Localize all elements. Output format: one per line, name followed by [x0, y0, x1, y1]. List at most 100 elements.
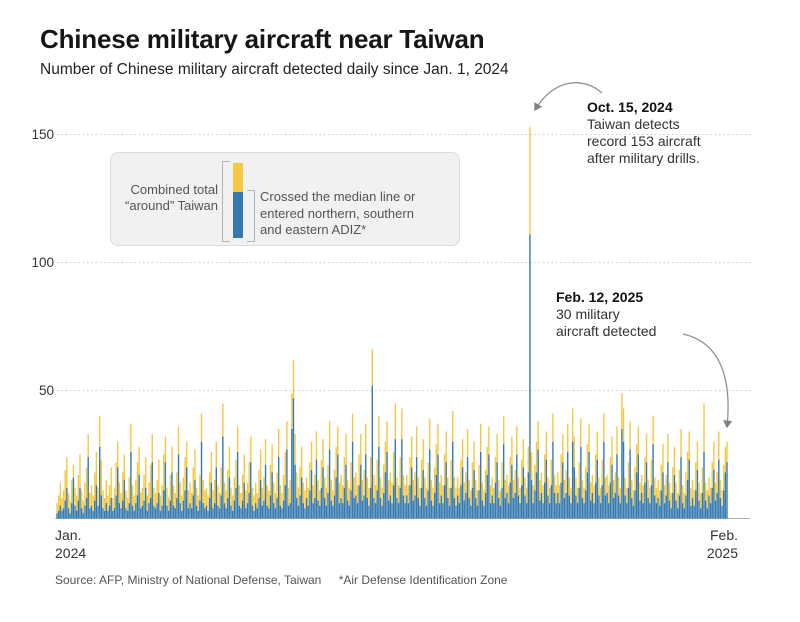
bar-crossed-segment — [545, 459, 548, 519]
bar-crossed-segment — [647, 498, 649, 519]
bar-crossed-segment — [128, 503, 130, 519]
bar-crossed-segment — [300, 477, 303, 519]
bar-total-segment — [62, 490, 65, 509]
bar-crossed-segment — [483, 505, 485, 519]
bar-crossed-segment — [80, 508, 83, 519]
bar-crossed-segment — [540, 492, 543, 519]
bar-total-segment — [540, 472, 543, 493]
bar-total-segment — [401, 408, 403, 440]
bar-total-segment — [562, 434, 564, 463]
bar-crossed-segment — [632, 505, 635, 519]
bar-total-segment — [187, 490, 190, 509]
bar-total-segment — [89, 492, 91, 509]
bar-crossed-segment — [100, 495, 103, 519]
bar-crossed-segment — [289, 503, 291, 519]
bar-crossed-segment — [586, 472, 589, 519]
bar-crossed-segment — [473, 469, 475, 519]
bar-crossed-segment — [611, 464, 613, 519]
bar-crossed-segment — [494, 482, 497, 519]
bar-total-segment — [690, 487, 692, 506]
source-text: Source: AFP, Ministry of National Defens… — [55, 573, 322, 587]
bar-crossed-segment — [422, 469, 424, 519]
bar-crossed-segment — [61, 510, 63, 519]
bar-total-segment — [458, 487, 461, 504]
bar-total-segment — [169, 474, 172, 501]
bar-crossed-segment — [463, 500, 465, 519]
bar-crossed-segment — [338, 503, 341, 519]
bar-crossed-segment — [542, 503, 544, 519]
bar-crossed-segment — [369, 487, 372, 519]
bar-total-segment — [672, 467, 674, 493]
x-start-line1: Jan. — [55, 527, 82, 543]
bar-crossed-segment — [328, 449, 331, 519]
bar-total-segment — [567, 423, 569, 452]
bar-total-segment — [205, 487, 208, 506]
bar-crossed-segment — [658, 505, 661, 519]
bar-crossed-segment — [575, 495, 577, 519]
bar-crossed-segment — [250, 462, 252, 519]
bar-total-segment — [688, 431, 690, 460]
bar-total-segment — [57, 495, 60, 511]
bar-crossed-segment — [332, 505, 334, 519]
bar-crossed-segment — [335, 477, 337, 519]
bar-total-segment — [563, 480, 566, 499]
bar-total-segment — [115, 462, 117, 496]
bar-total-segment — [612, 480, 615, 499]
bar-total-segment — [202, 480, 204, 504]
page-subtitle: Number of Chinese military aircraft dete… — [40, 61, 509, 78]
annotation-oct-line3: after military drills. — [587, 150, 700, 166]
bar-total-segment — [617, 477, 620, 496]
bar-crossed-segment — [429, 449, 431, 519]
bar-total-segment — [92, 495, 94, 511]
bar-total-segment — [319, 490, 321, 506]
bar-total-segment — [553, 474, 556, 493]
bar-crossed-segment — [534, 490, 536, 519]
bar-crossed-segment — [320, 487, 323, 519]
bar-crossed-segment — [186, 467, 188, 519]
bar-series — [56, 126, 728, 519]
bar-total-segment — [250, 436, 252, 463]
bar-crossed-segment — [493, 503, 495, 519]
bar-total-segment — [120, 492, 122, 509]
bar-total-segment — [683, 492, 685, 509]
bar-total-segment — [128, 477, 130, 504]
bar-total-segment — [144, 457, 147, 488]
bar-crossed-segment — [450, 487, 452, 519]
bar-crossed-segment — [396, 498, 398, 519]
bar-crossed-segment — [115, 495, 117, 519]
bar-total-segment — [97, 487, 99, 506]
bar-total-segment — [215, 441, 217, 468]
bar-total-segment — [509, 457, 511, 483]
bar-total-segment — [494, 457, 497, 483]
bar-crossed-segment — [184, 490, 186, 519]
bar-crossed-segment — [527, 472, 529, 519]
bar-total-segment — [525, 487, 528, 504]
bar-crossed-segment — [635, 472, 638, 519]
bar-total-segment — [427, 462, 429, 491]
bar-total-segment — [317, 480, 319, 501]
bar-total-segment — [345, 434, 347, 465]
bar-crossed-segment — [552, 441, 554, 519]
bar-total-segment — [151, 434, 153, 463]
bar-crossed-segment — [350, 490, 352, 519]
bar-total-segment — [696, 441, 699, 470]
bar-total-segment — [425, 487, 428, 506]
bar-total-segment — [158, 459, 160, 493]
bar-crossed-segment — [521, 485, 523, 519]
bar-crossed-segment — [512, 498, 515, 519]
bar-total-segment — [539, 480, 541, 501]
bar-total-segment — [394, 403, 396, 440]
bar-crossed-segment — [417, 498, 419, 519]
bar-crossed-segment — [714, 500, 717, 519]
bar-total-segment — [366, 477, 369, 499]
bar-crossed-segment — [102, 508, 104, 519]
bar-crossed-segment — [322, 467, 324, 519]
bar-crossed-segment — [502, 444, 505, 519]
bar-total-segment — [190, 492, 193, 509]
bar-total-segment — [328, 421, 331, 450]
bar-total-segment — [299, 467, 301, 496]
bar-crossed-segment — [126, 510, 129, 519]
bar-crossed-segment — [246, 503, 249, 519]
bar-crossed-segment — [654, 495, 656, 519]
